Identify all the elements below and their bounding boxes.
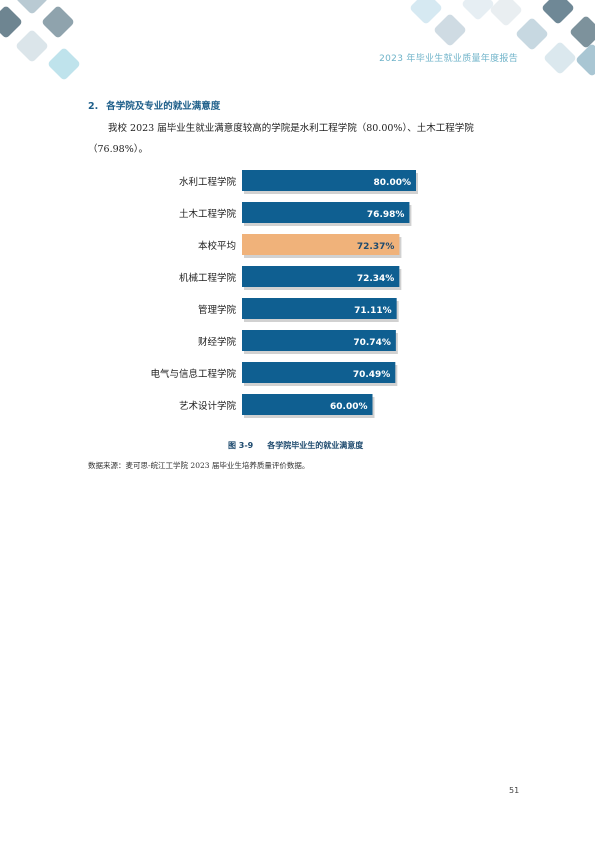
bar xyxy=(242,298,397,319)
figure-title: 各学院毕业生的就业满意度 xyxy=(267,441,364,450)
data-label: 72.37% xyxy=(357,242,395,252)
section-title: 各学院及专业的就业满意度 xyxy=(106,101,221,112)
bar xyxy=(242,330,396,351)
figure-number: 图 3-9 xyxy=(228,441,254,450)
section-number: 2. xyxy=(88,101,99,112)
category-label: 本校平均 xyxy=(198,240,236,252)
data-label: 76.98% xyxy=(367,210,405,220)
bar xyxy=(242,202,410,223)
running-header: 2023 年毕业生就业质量年度报告 xyxy=(379,54,518,64)
body-paragraph: 我校 2023 届毕业生就业满意度较高的学院是水利工程学院（80.00%）、土木… xyxy=(88,123,474,155)
figure-caption: 图 3-9 各学院毕业生的就业满意度 xyxy=(228,440,363,451)
data-source-note: 数据来源：麦可思-皖江工学院 2023 届毕业生培养质量评价数据。 xyxy=(88,461,310,470)
data-label: 72.34% xyxy=(357,274,395,284)
page-number: 51 xyxy=(509,786,520,795)
data-label: 60.00% xyxy=(330,402,368,412)
bar xyxy=(242,394,373,415)
data-label: 80.00% xyxy=(374,178,412,188)
bar xyxy=(242,362,396,383)
category-label: 土木工程学院 xyxy=(179,208,237,220)
category-label: 管理学院 xyxy=(198,304,237,316)
satisfaction-bar-chart: 80.00% 水利工程学院 76.98% 土木工程学院 72.37% 本校平均 72.34%… xyxy=(150,170,418,418)
bar xyxy=(242,170,416,191)
data-label: 70.49% xyxy=(353,370,391,380)
bar xyxy=(242,266,400,287)
category-label: 艺术设计学院 xyxy=(179,400,237,412)
data-label: 70.74% xyxy=(353,338,391,348)
category-label: 水利工程学院 xyxy=(179,176,237,188)
category-label: 财经学院 xyxy=(198,336,237,348)
category-label: 机械工程学院 xyxy=(179,272,237,284)
bar xyxy=(242,234,400,255)
section-heading: 2. 各学院及专业的就业满意度 xyxy=(88,98,220,112)
data-label: 71.11% xyxy=(354,306,392,316)
category-label: 电气与信息工程学院 xyxy=(150,368,236,380)
